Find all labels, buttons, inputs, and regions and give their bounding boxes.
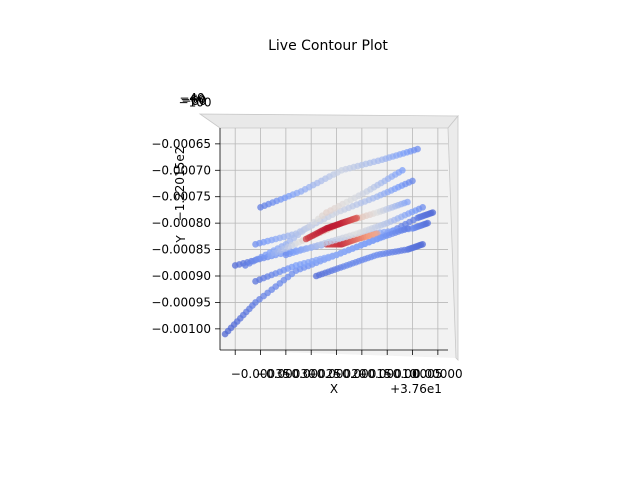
z-tick-label: −40 — [179, 91, 204, 105]
scatter-point — [353, 214, 361, 222]
y-ticks: −0.00065 −0.00070 −0.00075 −0.00080 −0.00085… — [151, 137, 220, 336]
z-ticks: −40−60−80−100 — [179, 91, 212, 110]
x-ticks: −0.00035−0.00030−0.00025−0.00020−0.00015… — [231, 350, 463, 381]
scatter-point — [414, 145, 421, 153]
top-pane — [198, 113, 459, 129]
scatter-point — [404, 225, 411, 232]
z-tick-label: −100 — [179, 96, 212, 110]
scatter-point — [409, 177, 416, 185]
y-tick-label: −0.00070 — [151, 163, 211, 177]
y-tick-label: −0.00100 — [151, 322, 211, 336]
y-tick-label: −0.00090 — [151, 269, 211, 283]
x-tick-label: −0.00015 — [332, 367, 392, 381]
y-tick-label: −0.00080 — [151, 216, 211, 230]
x-tick-label: −0.00010 — [357, 367, 417, 381]
scatter-point — [424, 219, 432, 227]
y-tick-label: −0.00085 — [151, 243, 211, 257]
y-tick-label: −0.00095 — [151, 295, 211, 309]
scatter-point — [419, 241, 427, 248]
scatter-point — [404, 198, 411, 206]
z-tick-label: −80 — [181, 94, 206, 108]
y-offset-label: −1.22015e2 — [173, 147, 187, 222]
side-pane — [447, 114, 459, 361]
axis-lines — [219, 128, 448, 351]
z-tick-label: −60 — [180, 93, 205, 107]
scatter-point — [399, 167, 406, 174]
y-axis-label: Y — [174, 235, 188, 244]
x-tick-label: −0.00035 — [231, 367, 291, 381]
scatter-point — [429, 209, 437, 216]
x-axis-label: X — [330, 382, 338, 396]
x-tick-label: −0.00005 — [383, 367, 443, 381]
scatter-point — [419, 204, 427, 211]
x-tick-label: −0.00025 — [281, 367, 341, 381]
chart-title: Live Contour Plot — [268, 38, 388, 54]
x-tick-label: −0.00030 — [256, 367, 316, 381]
x-tick-label: −0.00020 — [307, 367, 367, 381]
y-tick-label: −0.00075 — [151, 190, 211, 204]
y-tick-label: −0.00065 — [151, 137, 211, 151]
scatter-points — [221, 145, 437, 338]
x-tick-label: 0.00000 — [413, 367, 463, 381]
x-offset-label: +3.76e1 — [390, 382, 442, 396]
